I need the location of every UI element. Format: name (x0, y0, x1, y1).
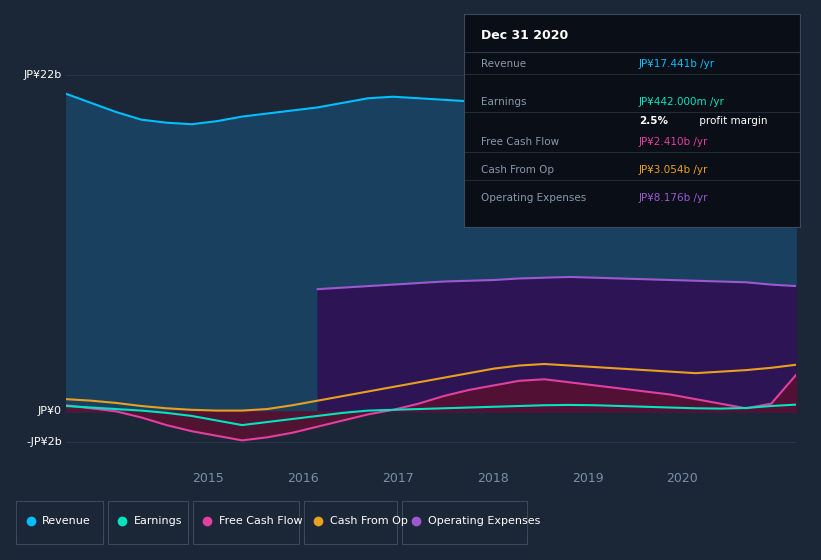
FancyBboxPatch shape (304, 501, 397, 544)
Text: Free Cash Flow: Free Cash Flow (481, 137, 559, 147)
Text: JP¥3.054b /yr: JP¥3.054b /yr (639, 165, 709, 175)
Text: JP¥17.441b /yr: JP¥17.441b /yr (639, 59, 715, 69)
FancyBboxPatch shape (16, 501, 103, 544)
Text: Revenue: Revenue (42, 516, 91, 526)
FancyBboxPatch shape (193, 501, 299, 544)
Text: Cash From Op: Cash From Op (329, 516, 407, 526)
Text: Revenue: Revenue (481, 59, 525, 69)
Text: JP¥442.000m /yr: JP¥442.000m /yr (639, 97, 725, 107)
Text: Operating Expenses: Operating Expenses (428, 516, 540, 526)
Text: JP¥22b: JP¥22b (24, 71, 62, 80)
Text: JP¥0: JP¥0 (38, 407, 62, 416)
Text: JP¥2.410b /yr: JP¥2.410b /yr (639, 137, 709, 147)
Text: Earnings: Earnings (134, 516, 182, 526)
Text: profit margin: profit margin (696, 116, 768, 126)
Text: -JP¥2b: -JP¥2b (26, 437, 62, 447)
Text: JP¥8.176b /yr: JP¥8.176b /yr (639, 193, 709, 203)
Text: 2.5%: 2.5% (639, 116, 668, 126)
FancyBboxPatch shape (108, 501, 188, 544)
Text: Cash From Op: Cash From Op (481, 165, 553, 175)
FancyBboxPatch shape (402, 501, 527, 544)
Text: Earnings: Earnings (481, 97, 526, 107)
Text: Free Cash Flow: Free Cash Flow (218, 516, 302, 526)
Text: Dec 31 2020: Dec 31 2020 (481, 29, 568, 42)
Text: Operating Expenses: Operating Expenses (481, 193, 586, 203)
